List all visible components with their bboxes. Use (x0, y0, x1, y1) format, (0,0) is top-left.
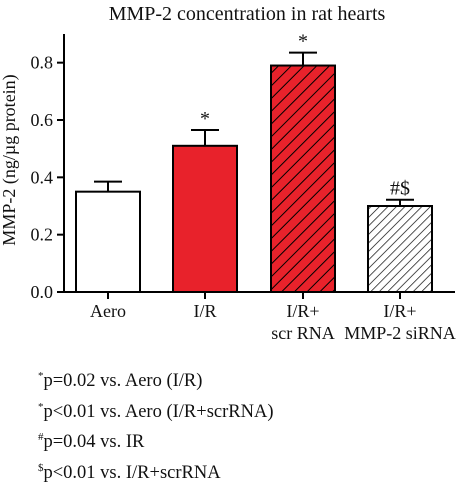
bars: * * #$ (76, 31, 432, 292)
x-tick-label: Aero (90, 301, 126, 321)
y-tick-label: 0.4 (31, 167, 54, 187)
y-tick-label: 0.0 (31, 282, 54, 302)
x-tick-label: I/R+ (286, 301, 319, 321)
footnote: #p=0.04 vs. IR (38, 425, 274, 456)
significance-marker: #$ (390, 178, 410, 200)
x-tick-label: I/R+ (383, 301, 416, 321)
y-tick-label: 0.6 (31, 110, 54, 130)
footnote-text: p=0.04 vs. IR (44, 432, 145, 452)
footnote-text: p=0.02 vs. Aero (I/R) (44, 371, 203, 391)
bar (271, 66, 335, 292)
significance-marker: * (200, 108, 210, 130)
footnote: *p<0.01 vs. Aero (I/R+scrRNA) (38, 395, 274, 426)
footnote-text: p<0.01 vs. I/R+scrRNA (44, 463, 221, 483)
footnote: $p<0.01 vs. I/R+scrRNA (38, 456, 274, 486)
footnote-text: p<0.01 vs. Aero (I/R+scrRNA) (44, 402, 274, 422)
y-tick-label: 0.2 (31, 225, 54, 245)
footnote: *p=0.02 vs. Aero (I/R) (38, 364, 274, 395)
bar (76, 192, 140, 292)
y-axis-label: MMP-2 (ng/µg protein) (0, 74, 20, 245)
x-tick-label: MMP-2 siRNA (344, 323, 456, 343)
x-tick-label: I/R (193, 301, 216, 321)
y-tick-label: 0.8 (31, 53, 54, 73)
bar (173, 146, 237, 292)
significance-marker: * (298, 31, 308, 53)
chart-title: MMP-2 concentration in rat hearts (109, 3, 386, 25)
footnotes: *p=0.02 vs. Aero (I/R)*p<0.01 vs. Aero (… (38, 364, 274, 486)
bar (368, 206, 432, 292)
x-tick-label: scr RNA (271, 323, 335, 343)
